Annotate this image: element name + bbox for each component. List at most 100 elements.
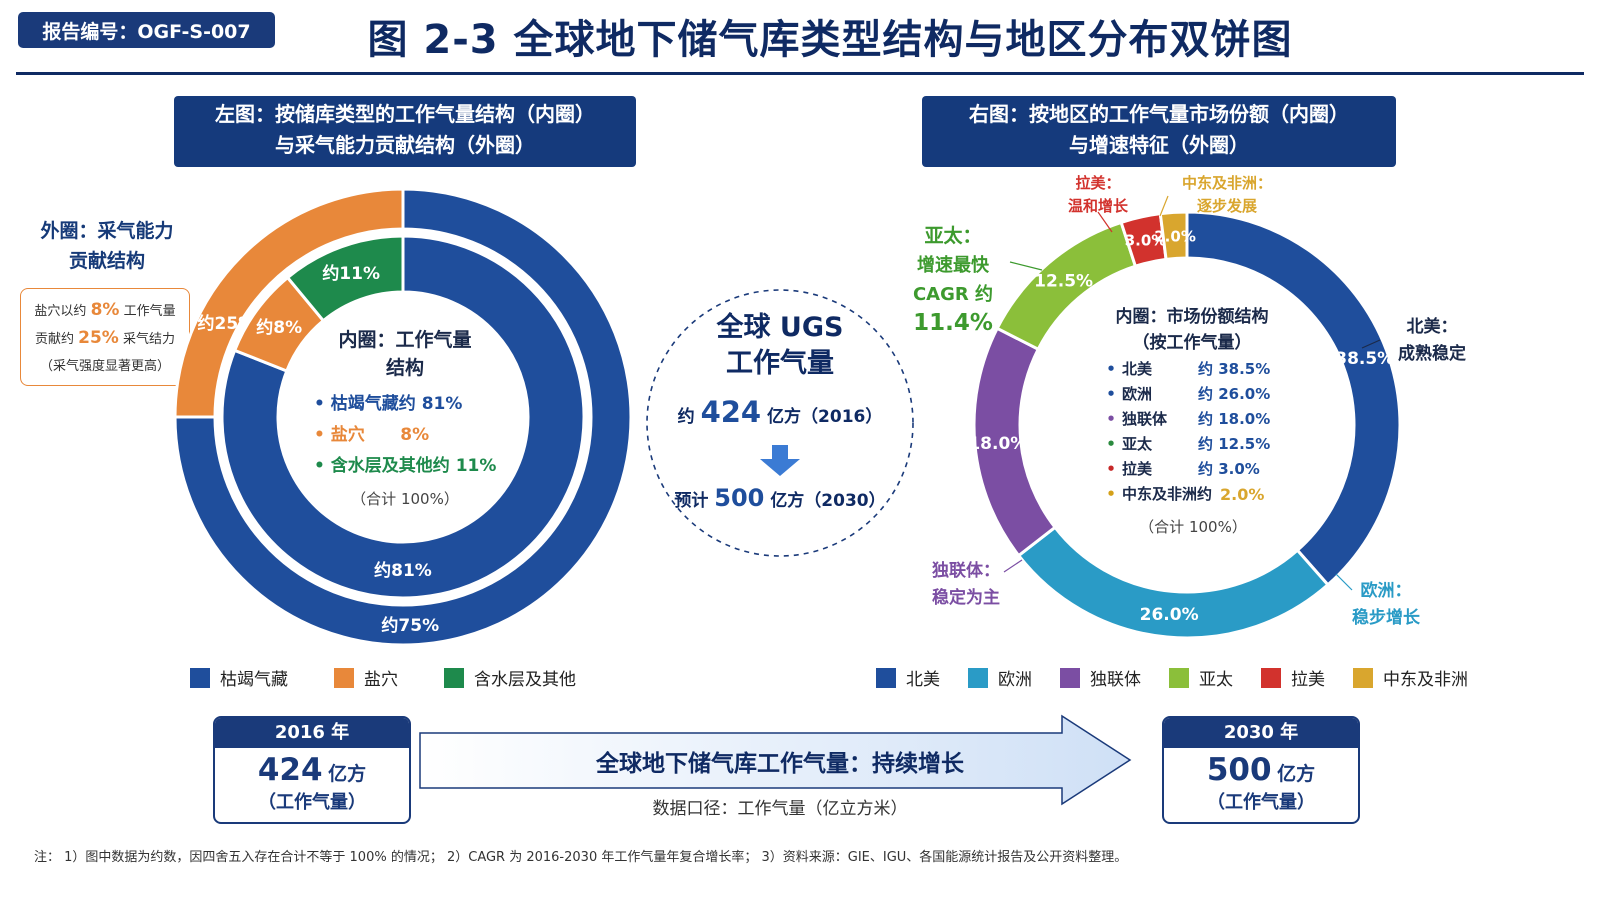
- region-label-1: 26.0%: [1140, 605, 1199, 625]
- bullet-dot: •: [1106, 460, 1116, 478]
- legend-label: 亚太: [1199, 670, 1233, 690]
- annotation-ap-line2: 增速最快: [917, 255, 989, 276]
- row-name: 北美: [1122, 360, 1153, 378]
- annotation-mena: 中东及非洲： 逐步发展: [1172, 172, 1282, 218]
- right-legend-item: 北美: [876, 665, 940, 690]
- left-center-item-aquifer: • 含水层及其他约 11%: [314, 456, 497, 476]
- row-name: 欧洲: [1122, 385, 1153, 403]
- year-2030-box: 2030 年 500 亿方 （工作气量）: [1162, 716, 1360, 824]
- year-2030-sub: （工作气量）: [1207, 792, 1315, 813]
- left-center-list: • 枯竭气藏约 81% • 盐穴 8% • 含水层及其他约 11%: [314, 389, 534, 482]
- bullet-dot: •: [1106, 435, 1116, 453]
- region-slice-0: [1185, 210, 1402, 587]
- inner-ring-slice-0: [220, 234, 586, 600]
- bullet-dot: •: [1106, 485, 1116, 503]
- left-legend-item: 盐穴: [334, 665, 398, 690]
- value-2016: 约 424 亿方（2016）: [677, 395, 883, 429]
- right-panel-title: 右图：按地区的工作气量市场份额（内圈） 与增速特征（外圈）: [922, 96, 1396, 167]
- leader-line-2: [1009, 261, 1043, 271]
- outer-ring-label-1: 约25%: [198, 313, 256, 334]
- legend-label: 枯竭气藏: [220, 670, 288, 690]
- legend-label: 盐穴: [364, 670, 398, 690]
- annotation-cis: 独联体： 稳定为主: [924, 558, 1008, 612]
- callout-line3: （采气强度显著更高）: [39, 359, 170, 374]
- annotation-ap-line1: 亚太：: [924, 225, 982, 247]
- row-name: 亚太: [1122, 435, 1153, 453]
- left-legend-item: 含水层及其他: [444, 665, 576, 690]
- left-center-total: （合计 100%）: [351, 490, 459, 508]
- legend-swatch: [968, 667, 988, 688]
- leader-line-4: [1003, 559, 1023, 573]
- legend-swatch: [444, 667, 464, 688]
- report-number-badge: 报告编号：OGF-S-007: [18, 12, 275, 48]
- right-legend-item: 拉美: [1261, 665, 1325, 690]
- callout-line2: 贡献约 25% 采气结力: [34, 328, 175, 348]
- row-value: 约 12.5%: [1198, 435, 1271, 453]
- region-label-0: 38.5%: [1335, 349, 1394, 369]
- legend-label: 独联体: [1090, 670, 1141, 690]
- right-center-row: • 独联体 约 18.0%: [1100, 407, 1290, 432]
- leader-line-3: [1361, 339, 1381, 349]
- annotation-mena-line2: 逐步发展: [1196, 197, 1257, 215]
- year-2016-head: 2016 年: [215, 718, 409, 748]
- left-center-item-salt: • 盐穴 8%: [314, 425, 430, 445]
- row-value: 2.0%: [1220, 485, 1265, 504]
- year-2030-head: 2030 年: [1164, 718, 1358, 748]
- row-value: 约 18.0%: [1198, 410, 1271, 428]
- leader-line-0: [1097, 211, 1113, 233]
- annotation-ap-line3: CAGR 约: [912, 284, 994, 305]
- global-ugs-line2: 工作气量: [726, 348, 834, 379]
- left-legend: 枯竭气藏 盐穴 含水层及其他: [190, 665, 622, 690]
- legend-swatch: [1169, 667, 1189, 688]
- legend-label: 含水层及其他: [474, 670, 576, 690]
- legend-swatch: [1060, 667, 1080, 688]
- annotation-na-line1: 北美：: [1406, 317, 1458, 337]
- left-center-title-line1: 内圈：工作气量: [338, 329, 472, 351]
- row-name: 中东及非洲约: [1122, 485, 1213, 503]
- growth-arrow: [419, 714, 1132, 806]
- row-name: 拉美: [1122, 460, 1153, 478]
- year-2016-value: 424 亿方: [257, 752, 367, 788]
- row-name: 独联体: [1122, 410, 1168, 428]
- outer-ring-label-line1: 外圈：采气能力: [40, 220, 174, 242]
- right-center-list: • 北美 约 38.5% • 欧洲 约 26.0% • 独联体 约 18.0% • 亚太 约 12.5…: [1100, 357, 1290, 507]
- legend-label: 拉美: [1291, 670, 1325, 690]
- annotation-cis-line1: 独联体：: [932, 561, 1000, 581]
- left-donut-chart: 约75% 约25% 约81% 约8% 约11%: [173, 187, 633, 647]
- region-label-4: 3.0%: [1125, 232, 1167, 250]
- left-panel-title-line2: 与采气能力贡献结构（外圈）: [275, 133, 535, 157]
- annotation-latam-line2: 温和增长: [1067, 197, 1128, 215]
- footnote: 注： 1）图中数据为约数，因四舍五入存在合计不等于 100% 的情况； 2）CA…: [34, 850, 1128, 865]
- right-legend-item: 中东及非洲: [1353, 665, 1468, 690]
- right-legend-item: 独联体: [1060, 665, 1141, 690]
- global-ugs-line1: 全球 UGS: [716, 312, 844, 343]
- right-center-title: 内圈：市场份额结构 （按工作气量）: [1092, 304, 1292, 356]
- region-slice-5: [1158, 210, 1189, 261]
- right-center-title-line2: （按工作气量）: [1132, 333, 1252, 353]
- title-divider: [16, 72, 1584, 75]
- row-value: 约 38.5%: [1198, 360, 1271, 378]
- right-center-row: • 中东及非洲约 2.0%: [1100, 482, 1290, 507]
- legend-label: 欧洲: [998, 670, 1032, 690]
- global-ugs-circle: [646, 289, 914, 557]
- salt-cavern-callout: 盐穴以约 8% 工作气量 贡献约 25% 采气结力 （采气强度显著更高）: [20, 288, 190, 386]
- bullet-dot: •: [1106, 360, 1116, 378]
- legend-swatch: [190, 667, 210, 688]
- left-legend-item: 枯竭气藏: [190, 665, 288, 690]
- legend-swatch: [1261, 667, 1281, 688]
- row-value: 约 3.0%: [1198, 460, 1260, 478]
- legend-label: 中东及非洲: [1383, 670, 1468, 690]
- right-center-row: • 欧洲 约 26.0%: [1100, 382, 1290, 407]
- bullet-dot: •: [1106, 410, 1116, 428]
- legend-swatch: [334, 667, 354, 688]
- leader-line-1: [1159, 195, 1169, 217]
- right-legend-item: 欧洲: [968, 665, 1032, 690]
- outer-ring-label-0: 约75%: [381, 615, 439, 636]
- left-center-text: 内圈：工作气量 结构: [300, 326, 510, 382]
- global-ugs-label: 全球 UGS 工作气量: [680, 310, 880, 382]
- right-legend-item: 亚太: [1169, 665, 1233, 690]
- right-center-title-line1: 内圈：市场份额结构: [1115, 307, 1269, 327]
- annotation-asia-pacific: 亚太： 增速最快 CAGR 约 11.4%: [908, 222, 998, 338]
- bullet-dot: •: [1106, 385, 1116, 403]
